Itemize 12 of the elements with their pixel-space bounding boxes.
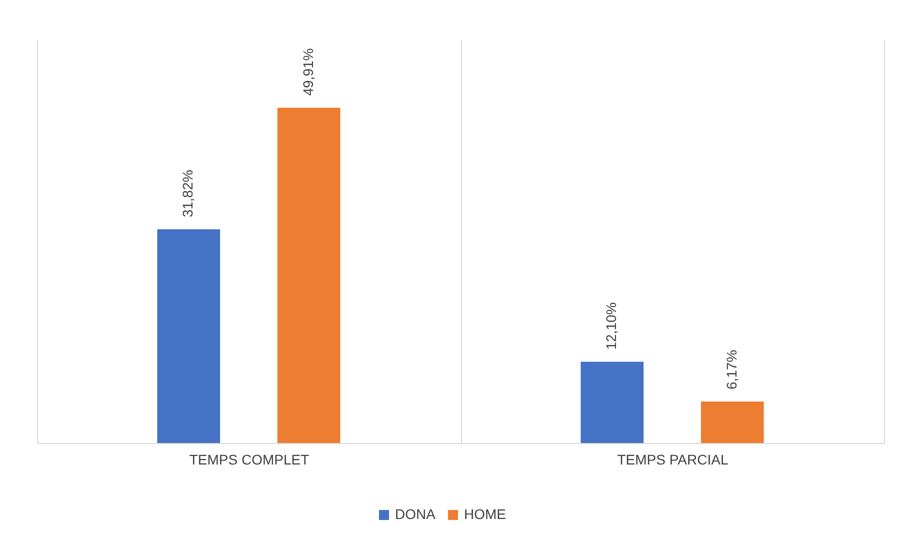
data-label: 6,17% (723, 350, 740, 390)
bar (157, 229, 220, 443)
data-label: 12,10% (603, 302, 620, 350)
bar (277, 108, 340, 443)
bar (580, 362, 644, 443)
legend-label: DONA (395, 506, 436, 522)
data-label: 31,82% (180, 170, 196, 218)
legend-label: HOME (464, 506, 506, 522)
x-tick-label: TEMPS PARCIAL (617, 452, 728, 468)
data-label: 49,91% (300, 48, 316, 96)
bar (700, 402, 764, 443)
x-tick-label: TEMPS COMPLET (189, 452, 310, 468)
